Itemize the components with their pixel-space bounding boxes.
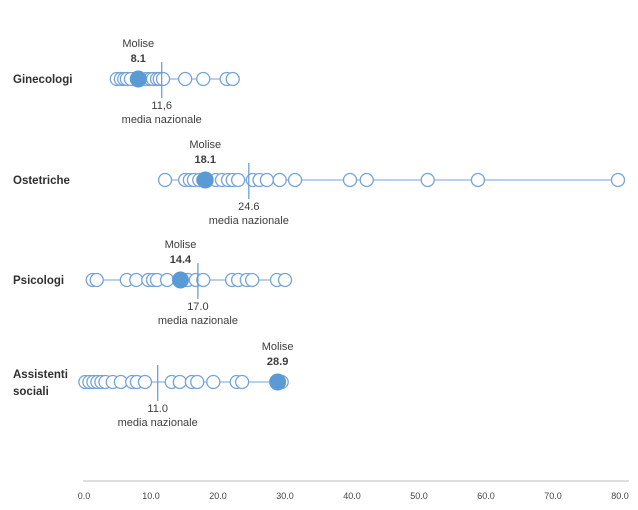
x-axis-tick-label: 80.0 (611, 491, 629, 501)
region-marker (359, 172, 374, 188)
region-marker (470, 172, 486, 188)
category-label: Psicologi (13, 275, 64, 287)
region-marker (178, 71, 193, 87)
region-marker (137, 374, 153, 390)
category-label: Ostetriche (13, 175, 70, 187)
category-label: sociali (13, 386, 49, 398)
region-marker (342, 172, 358, 188)
molise-name-label: Molise (165, 239, 197, 251)
mean-value-label: 11.0 (147, 403, 168, 415)
molise-marker (196, 171, 214, 189)
region-marker (610, 172, 626, 188)
mean-value-label: 11,6 (151, 100, 172, 112)
mean-name-label: media nazionale (158, 315, 238, 327)
molise-value-label: 14.4 (170, 254, 192, 266)
region-marker (245, 272, 260, 288)
region-marker (157, 172, 173, 188)
molise-name-label: Molise (189, 139, 221, 151)
molise-value-label: 18.1 (195, 154, 216, 166)
x-axis-tick-label: 10.0 (142, 491, 160, 501)
region-marker (272, 172, 287, 188)
region-marker (196, 272, 211, 288)
region-marker (155, 71, 171, 87)
x-axis-tick-label: 70.0 (544, 491, 562, 501)
mean-value-label: 24.6 (238, 201, 259, 213)
region-marker (230, 172, 246, 188)
region-marker (277, 272, 293, 288)
category-label: Assistenti (13, 369, 68, 381)
x-axis-tick-label: 0.0 (78, 491, 91, 501)
region-marker (159, 272, 175, 288)
region-marker (206, 374, 221, 390)
region-marker (234, 374, 250, 390)
region-marker (420, 172, 435, 188)
x-axis-tick-label: 40.0 (343, 491, 361, 501)
category-label: Ginecologi (13, 74, 72, 86)
x-axis-tick-label: 30.0 (276, 491, 294, 501)
region-marker (259, 172, 275, 188)
molise-marker (129, 70, 147, 88)
mean-name-label: media nazionale (209, 215, 289, 227)
molise-name-label: Molise (262, 341, 294, 353)
molise-marker (171, 271, 189, 289)
mean-name-label: media nazionale (122, 114, 202, 126)
x-axis-tick-label: 60.0 (477, 491, 495, 501)
region-marker (225, 71, 240, 87)
region-marker (172, 374, 187, 390)
molise-name-label: Molise (122, 38, 154, 50)
region-marker (129, 272, 144, 288)
molise-marker (269, 373, 287, 391)
x-axis-tick-label: 50.0 (410, 491, 428, 501)
region-marker (196, 71, 211, 87)
region-marker (190, 374, 205, 390)
mean-name-label: media nazionale (118, 417, 198, 429)
molise-value-label: 28.9 (267, 356, 288, 368)
region-marker (89, 272, 104, 288)
mean-value-label: 17.0 (187, 301, 208, 313)
molise-value-label: 8.1 (131, 53, 146, 65)
region-marker (287, 172, 303, 188)
x-axis-tick-label: 20.0 (209, 491, 227, 501)
